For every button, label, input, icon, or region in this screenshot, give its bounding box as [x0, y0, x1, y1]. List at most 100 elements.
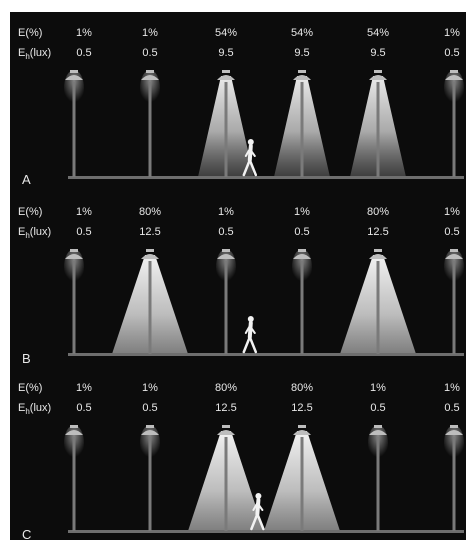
street-lamp: 1% 0.5 — [444, 206, 463, 354]
lamp-head — [65, 430, 83, 435]
illuminance-percent: 1% — [142, 27, 158, 39]
lamp-pole — [452, 261, 456, 354]
illuminance-lux: 0.5 — [444, 226, 459, 238]
lamp-cap — [222, 70, 230, 73]
panel-a: E(%) Eh(lux) 1% 0.5 1% 0.5 54% 9.5 54% 9.5 54% 9.5 1… — [18, 27, 464, 187]
lamp-cap — [450, 249, 458, 252]
lamp-pole — [148, 261, 152, 354]
lamp-head — [445, 430, 463, 435]
label-e-percent: E(%) — [18, 206, 42, 218]
lamp-cap — [70, 425, 78, 428]
lamp-pole — [224, 261, 228, 354]
lamp-cap — [146, 70, 154, 73]
ground-line — [68, 530, 464, 533]
lamp-pole — [148, 82, 152, 177]
lamp-head — [369, 75, 387, 80]
lamp-pole — [72, 261, 76, 354]
lamp-head — [65, 254, 83, 259]
street-lamp: 1% 0.5 — [444, 27, 463, 177]
lamp-head — [141, 430, 159, 435]
lamp-cap — [450, 425, 458, 428]
label-eh-subscript: h — [25, 231, 29, 240]
lamp-pole — [452, 82, 456, 177]
panel-c: E(%) Eh(lux) 1% 0.5 1% 0.5 80% 12.5 80% 12.5 1% 0.5… — [18, 382, 464, 542]
pedestrian-figure — [242, 316, 258, 354]
illuminance-percent: 54% — [215, 27, 237, 39]
illuminance-lux: 9.5 — [294, 47, 309, 59]
lamp-head — [293, 75, 311, 80]
lamp-head — [369, 430, 387, 435]
lamp-cap — [70, 249, 78, 252]
illuminance-percent: 1% — [370, 382, 386, 394]
street-lamp: 54% 9.5 — [291, 27, 313, 177]
label-eh-subscript: h — [25, 407, 29, 416]
lamp-head — [445, 75, 463, 80]
street-lamp: 54% 9.5 — [367, 27, 389, 177]
label-eh-unit: (lux) — [30, 402, 51, 414]
lamp-cap — [298, 70, 306, 73]
illuminance-lux: 0.5 — [444, 402, 459, 414]
street-lamp: 1% 0.5 — [369, 382, 387, 531]
illuminance-lux: 12.5 — [215, 402, 236, 414]
lamp-cap — [374, 425, 382, 428]
illuminance-percent: 80% — [291, 382, 313, 394]
lamp-pole — [300, 82, 304, 177]
lamp-pole — [72, 82, 76, 177]
label-eh-unit: (lux) — [30, 47, 51, 59]
lamp-head — [293, 430, 311, 435]
lamp-head — [65, 75, 83, 80]
street-lamp: 80% 12.5 — [367, 206, 389, 354]
lamp-pole — [376, 261, 380, 354]
street-lighting-diagram: E(%) Eh(lux) 1% 0.5 1% 0.5 54% 9.5 54% 9.5 54% 9.5 1… — [10, 12, 466, 542]
illuminance-lux: 0.5 — [142, 47, 157, 59]
panel-b: E(%) Eh(lux) 1% 0.5 80% 12.5 1% 0.5 1% 0.5 80% 12.5… — [18, 206, 464, 366]
illuminance-percent: 1% — [294, 206, 310, 218]
illuminance-percent: 1% — [444, 382, 460, 394]
street-lamp: 1% 0.5 — [217, 206, 235, 354]
illuminance-lux: 12.5 — [291, 402, 312, 414]
lamp-cap — [374, 70, 382, 73]
street-lamp: 1% 0.5 — [141, 27, 159, 177]
illuminance-lux: 0.5 — [294, 226, 309, 238]
street-lamp: 1% 0.5 — [293, 206, 311, 354]
illuminance-percent: 1% — [76, 382, 92, 394]
lamp-cap — [70, 70, 78, 73]
lamp-cap — [146, 249, 154, 252]
label-eh-lux: Eh(lux) — [18, 47, 51, 61]
illuminance-percent: 80% — [215, 382, 237, 394]
lamp-head — [445, 254, 463, 259]
street-lamp: 80% 12.5 — [139, 206, 161, 354]
lamp-cap — [222, 425, 230, 428]
lamp-pole — [376, 82, 380, 177]
panel-letter: C — [22, 527, 31, 540]
label-e-percent: E(%) — [18, 27, 42, 39]
illuminance-percent: 54% — [291, 27, 313, 39]
street-lamp: 1% 0.5 — [65, 206, 92, 354]
street-lamp: 80% 12.5 — [215, 382, 237, 531]
ground-line — [68, 176, 464, 179]
lamp-pole — [452, 437, 456, 531]
illuminance-percent: 1% — [218, 206, 234, 218]
lamp-cap — [298, 425, 306, 428]
pedestrian-figure — [242, 139, 258, 177]
diagram-canvas: E(%)Eh(lux)1%0.51%0.554%9.554%9.554%9.51… — [18, 27, 464, 542]
street-lamp: 1% 0.5 — [141, 382, 159, 531]
panel-letter: B — [22, 351, 31, 366]
illuminance-lux: 0.5 — [444, 47, 459, 59]
label-eh-unit: (lux) — [30, 226, 51, 238]
lamp-pole — [224, 437, 228, 531]
illuminance-percent: 80% — [139, 206, 161, 218]
lamp-pole — [224, 82, 228, 177]
illuminance-lux: 0.5 — [76, 47, 91, 59]
label-eh-main: E — [18, 226, 25, 238]
pedestrian-figure — [250, 493, 265, 531]
illuminance-lux: 0.5 — [218, 226, 233, 238]
street-lamp: 54% 9.5 — [215, 27, 237, 177]
lamp-head — [141, 75, 159, 80]
lamp-cap — [298, 249, 306, 252]
lamp-pole — [148, 437, 152, 531]
lamp-pole — [376, 437, 380, 531]
lamp-head — [217, 254, 235, 259]
lamp-head — [217, 75, 235, 80]
illuminance-lux: 9.5 — [370, 47, 385, 59]
